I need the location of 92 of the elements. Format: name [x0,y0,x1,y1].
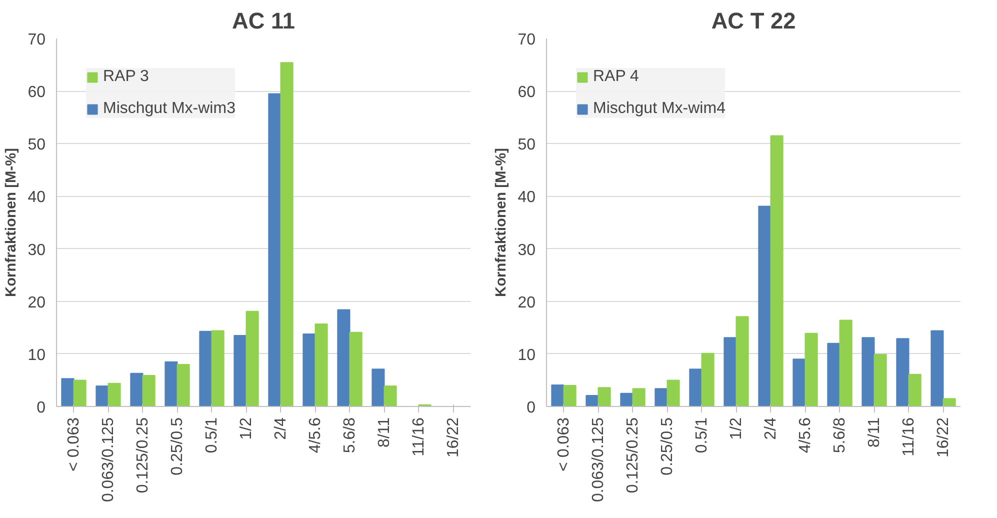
bar [632,388,646,406]
bar [839,320,852,406]
bar [384,385,397,406]
y-tick-label: 10 [28,346,46,364]
legend-label: RAP 3 [103,68,149,86]
bar [234,335,247,406]
x-tick-label: 16/22 [444,417,462,458]
y-tick-label: 0 [36,400,46,416]
bar [620,392,634,406]
bar [73,380,86,406]
y-tick-label: 60 [518,84,536,102]
x-tick-label: 0.125/0.25 [624,417,642,494]
y-tick-label: 10 [518,346,536,364]
x-tick-label: 8/11 [376,417,393,448]
legend-label: RAP 4 [593,68,639,86]
x-tick-label: 0.125/0.25 [134,417,152,494]
y-tick-label: 60 [28,84,46,102]
y-axis-title: Kornfraktionen [M-%] [4,148,20,297]
x-tick-label: 1/2 [728,417,745,440]
y-tick-label: 70 [518,32,536,48]
bar [862,337,875,406]
x-tick-label: 0.25/0.5 [168,417,186,476]
bar [61,378,74,406]
chart-title: AC T 22 [711,8,796,34]
bar [349,332,362,406]
x-tick-label: 16/22 [934,417,952,458]
bar [96,385,109,406]
bar [654,388,668,406]
bar [804,332,818,406]
x-tick-label: 5.6/8 [341,417,358,454]
x-tick-label: 11/16 [900,417,918,456]
y-tick-label: 70 [28,32,46,48]
x-tick-label: 0.063/0.125 [100,417,117,502]
x-tick-label: 1/2 [238,417,255,440]
bar [130,372,144,406]
x-tick-label: < 0.063 [555,417,572,472]
bar [268,93,282,406]
x-tick-label: 4/5.6 [796,417,814,454]
bar [211,330,224,406]
x-tick-label: 8/11 [866,417,883,448]
x-tick-label: 5.6/8 [831,417,848,454]
bar [563,384,576,406]
bar [280,62,294,406]
y-axis-title: Kornfraktionen [M-%] [494,148,510,297]
bar [302,333,316,406]
x-tick-label: 0.063/0.125 [590,417,607,502]
y-tick-label: 30 [518,242,536,259]
bar [586,394,599,406]
y-tick-label: 40 [518,189,536,206]
bar [736,316,749,406]
bar [942,398,956,406]
legend-label: Mischgut Mx-wim3 [103,100,236,118]
bar [372,368,385,406]
x-tick-label: 11/16 [410,417,428,456]
bar [551,384,564,406]
y-tick-label: 20 [28,294,46,312]
bar [164,361,178,406]
y-tick-label: 40 [28,189,46,206]
bar [827,342,840,406]
bar [701,352,714,406]
bar [770,135,784,406]
legend-label: Mischgut Mx-wim4 [593,100,726,118]
bar [689,368,702,406]
bar [896,338,910,406]
bar [108,382,121,406]
bar [199,330,212,406]
x-tick-label: 2/4 [762,417,780,440]
bar [758,206,772,406]
x-tick-label: 0.25/0.5 [658,417,676,476]
y-tick-label: 0 [526,400,536,416]
bar [874,354,887,406]
y-tick-label: 20 [518,294,536,312]
chart-title: AC 11 [232,8,295,34]
bar [792,358,806,406]
x-tick-label: 4/5.6 [306,417,324,454]
x-tick-label: 2/4 [272,417,290,440]
bar [337,309,350,406]
bar [908,374,922,406]
x-tick-label: < 0.063 [65,417,82,472]
bar [724,337,737,406]
y-tick-label: 50 [518,136,536,154]
bar [176,364,190,406]
y-tick-label: 30 [28,242,46,259]
bar [246,310,259,406]
x-tick-label: 0.5/1 [203,417,220,454]
bar [598,387,611,406]
y-tick-label: 50 [28,136,46,154]
x-tick-label: 0.5/1 [693,417,710,454]
bar [314,323,328,406]
bar [142,374,156,406]
bar [666,380,680,406]
bar [930,330,944,406]
